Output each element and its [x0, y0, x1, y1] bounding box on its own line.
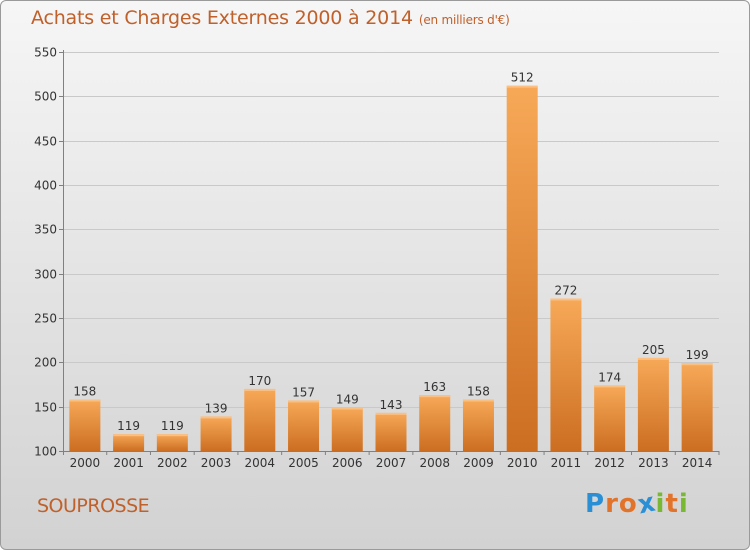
y-tick-label: 450: [34, 135, 57, 149]
bar-top-edge: [156, 434, 188, 437]
x-tick-label: 2012: [594, 456, 625, 470]
data-label: 119: [117, 419, 140, 433]
y-tick-label: 300: [34, 268, 57, 282]
logo-letter: o: [618, 489, 638, 519]
y-tick-label: 200: [34, 356, 57, 370]
y-tick-label: 400: [34, 179, 57, 193]
bar-top-edge: [375, 412, 407, 415]
y-tick-label: 500: [34, 90, 57, 104]
unit-label: (en milliers d'€): [418, 13, 510, 27]
bar-top-edge: [69, 399, 101, 402]
data-label: 139: [205, 401, 228, 415]
data-label: 143: [380, 398, 403, 412]
data-label: 272: [554, 283, 577, 297]
x-tick-label: 2000: [70, 456, 101, 470]
data-label: 158: [467, 385, 490, 399]
bar: [375, 412, 407, 451]
axes: 100 150 200 250 300 350 400 450 500 550 2000 2001 20…: [34, 46, 720, 470]
data-label: 163: [423, 380, 446, 394]
x-tick-label: 2011: [551, 456, 582, 470]
data-label: 149: [336, 393, 359, 407]
bar-top-edge: [200, 416, 232, 419]
bar: [156, 434, 188, 451]
place-name: SOUPROSSE: [37, 495, 150, 517]
x-tick-label: 2013: [638, 456, 669, 470]
bar-top-edge: [113, 434, 145, 437]
bars: [69, 85, 713, 452]
bar: [550, 298, 582, 451]
x-tick-label: 2009: [463, 456, 494, 470]
chart-title: Achats et Charges Externes 2000 à 2014 (e…: [31, 7, 510, 29]
y-tick-label: 350: [34, 223, 57, 237]
x-tick-label: 2004: [245, 456, 276, 470]
logo-letter: r: [605, 489, 619, 519]
logo-letter: P: [585, 489, 606, 519]
bar-top-edge: [288, 400, 320, 403]
bar: [594, 385, 626, 451]
data-label: 170: [248, 374, 271, 388]
x-tick-label: 2006: [332, 456, 363, 470]
x-tick-label: 2014: [682, 456, 713, 470]
bar: [637, 357, 669, 451]
bar: [288, 400, 320, 451]
data-label: 158: [73, 385, 96, 399]
data-label: 119: [161, 419, 184, 433]
logo-letter: t: [665, 489, 679, 519]
bar: [331, 407, 363, 451]
bar: [681, 363, 713, 451]
logo-letter: i: [655, 489, 666, 519]
title-text: Achats et Charges Externes 2000 à 2014: [31, 7, 413, 29]
proxiti-logo: Proxiti: [585, 487, 689, 520]
bar-top-edge: [594, 385, 626, 388]
x-tick-label: 2001: [113, 456, 144, 470]
bar-top-edge: [681, 363, 713, 366]
x-tick-label: 2005: [288, 456, 319, 470]
y-tick-label: 100: [34, 445, 57, 459]
x-tick-label: 2007: [376, 456, 407, 470]
data-label: 512: [511, 71, 534, 85]
bar-top-edge: [244, 388, 276, 391]
x-tick-label: 2003: [201, 456, 232, 470]
bar-top-edge: [331, 407, 363, 410]
x-tick-label: 2008: [419, 456, 450, 470]
y-tick-label: 250: [34, 312, 57, 326]
bar: [462, 399, 494, 451]
bar: [113, 434, 145, 451]
bar-top-edge: [419, 395, 451, 398]
bar: [244, 388, 276, 451]
x-tick-label: 2002: [157, 456, 188, 470]
x-tick-label: 2010: [507, 456, 538, 470]
bar: [506, 85, 538, 452]
bar-top-edge: [462, 399, 494, 402]
bar: [419, 395, 451, 451]
logo-letter: i: [678, 489, 689, 519]
bar: [200, 416, 232, 451]
bar-top-edge: [506, 85, 538, 88]
y-tick-label: 150: [34, 401, 57, 415]
bar: [69, 399, 101, 451]
data-label: 199: [686, 348, 709, 362]
bar-top-edge: [550, 298, 582, 301]
y-tick-label: 550: [34, 46, 57, 60]
data-label: 157: [292, 385, 315, 399]
data-label: 205: [642, 343, 665, 357]
data-labels: 158 119 119 139 170 157 149 143 163 158 512 272 174 2…: [73, 71, 708, 433]
bar-top-edge: [637, 357, 669, 360]
data-label: 174: [598, 370, 621, 384]
